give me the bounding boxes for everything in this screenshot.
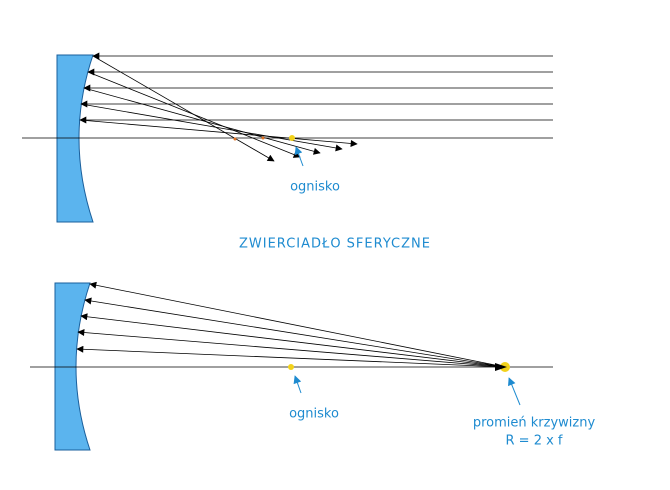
reflected-rays bbox=[79, 55, 358, 162]
ray bbox=[80, 313, 506, 368]
ray bbox=[92, 55, 275, 162]
focus-label: ognisko bbox=[289, 407, 339, 422]
pointer-arrow bbox=[293, 375, 302, 394]
intersection bbox=[261, 136, 265, 140]
rays bbox=[76, 281, 506, 368]
radius-label: promień krzywizny bbox=[473, 416, 596, 431]
focus-point bbox=[288, 364, 294, 370]
ray bbox=[84, 297, 506, 368]
ray bbox=[87, 71, 301, 158]
focus-label: ognisko bbox=[290, 180, 340, 195]
intersection bbox=[233, 137, 237, 141]
focus-point bbox=[289, 135, 295, 141]
title: ZWIERCIADŁO SFERYCZNE bbox=[239, 237, 431, 252]
ray bbox=[89, 281, 506, 368]
mirror bbox=[56, 54, 94, 223]
pointer-arrow bbox=[508, 377, 521, 406]
ray bbox=[77, 329, 506, 368]
incident-rays bbox=[79, 52, 553, 124]
ray bbox=[76, 345, 506, 368]
mirror bbox=[54, 282, 91, 451]
ray bbox=[83, 87, 321, 155]
pointer-arrow bbox=[294, 146, 304, 167]
top-diagram: ognisko bbox=[22, 52, 553, 223]
radius-formula: R = 2 x f bbox=[506, 434, 563, 449]
arrowhead bbox=[495, 363, 507, 371]
bottom-diagram: ognisko promień krzywizny R = 2 x f bbox=[30, 281, 596, 451]
ray bbox=[80, 103, 343, 152]
ray bbox=[79, 119, 358, 147]
